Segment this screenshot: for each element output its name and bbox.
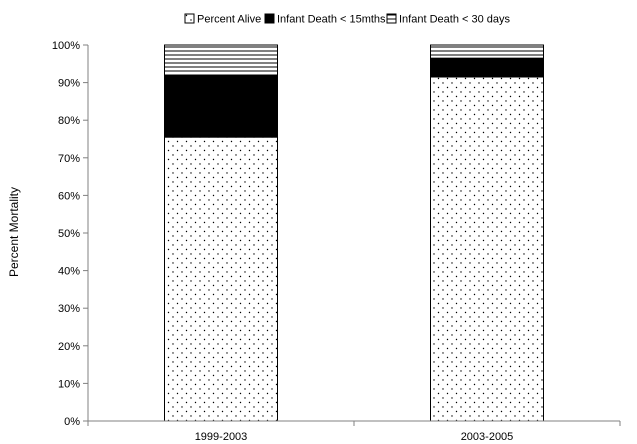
legend: Percent Alive Infant Death < 15mths Infant…: [184, 13, 510, 26]
y-tick-label: 100%: [52, 40, 80, 52]
y-tick-label: 40%: [58, 266, 80, 278]
y-tick-label: 90%: [58, 78, 80, 90]
x-tick-label: 1999-2003: [195, 431, 248, 443]
x-axis: 1999-2003 2003-2005: [87, 420, 621, 443]
legend-swatch: [184, 13, 195, 24]
y-tick-label: 20%: [58, 341, 80, 353]
x-tick-label: 2003-2005: [461, 431, 514, 443]
legend-swatch: [264, 13, 275, 24]
y-axis: 0% 10% 20% 30% 40% 50% 60% 70% 80% 90% 100%: [52, 40, 89, 428]
y-axis-title: Percent Mortality: [7, 187, 21, 277]
bars: [164, 44, 544, 422]
bar-segment-3-1: [164, 44, 278, 76]
y-tick-label: 70%: [58, 153, 80, 165]
y-tick-label: 50%: [58, 228, 80, 240]
legend-label: Percent Alive: [197, 14, 261, 26]
legend-label: Infant Death < 30 days: [399, 14, 510, 26]
bar-segment-1-2: [430, 76, 544, 422]
y-tick-label: 60%: [58, 190, 80, 202]
bar-segment-2-2: [430, 57, 544, 78]
y-tick-label: 10%: [58, 378, 80, 390]
y-tick-label: 0%: [64, 416, 80, 428]
bar-segment-2-1: [164, 74, 278, 138]
legend-label: Infant Death < 15mths: [277, 14, 386, 26]
y-tick-label: 30%: [58, 303, 80, 315]
bar-segment-3-2: [430, 44, 544, 59]
legend-swatch: [386, 13, 397, 24]
y-tick-label: 80%: [58, 115, 80, 127]
bar-segment-1-1: [164, 136, 278, 422]
